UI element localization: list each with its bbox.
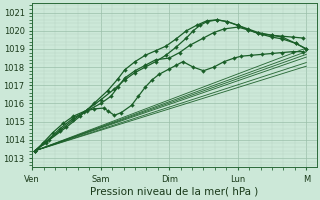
- X-axis label: Pression niveau de la mer( hPa ): Pression niveau de la mer( hPa ): [90, 187, 259, 197]
